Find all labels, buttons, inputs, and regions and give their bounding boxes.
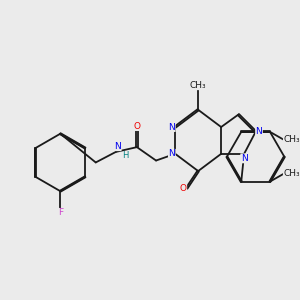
Text: O: O — [134, 122, 140, 130]
Text: N: N — [168, 122, 175, 131]
Text: CH₃: CH₃ — [284, 169, 300, 178]
Text: CH₃: CH₃ — [284, 135, 300, 144]
Text: N: N — [241, 154, 248, 163]
Text: CH₃: CH₃ — [190, 81, 206, 90]
Text: O: O — [180, 184, 187, 193]
Text: H: H — [122, 151, 129, 160]
Text: N: N — [256, 127, 262, 136]
Text: N: N — [114, 142, 121, 151]
Text: N: N — [168, 149, 175, 158]
Text: F: F — [58, 208, 63, 217]
